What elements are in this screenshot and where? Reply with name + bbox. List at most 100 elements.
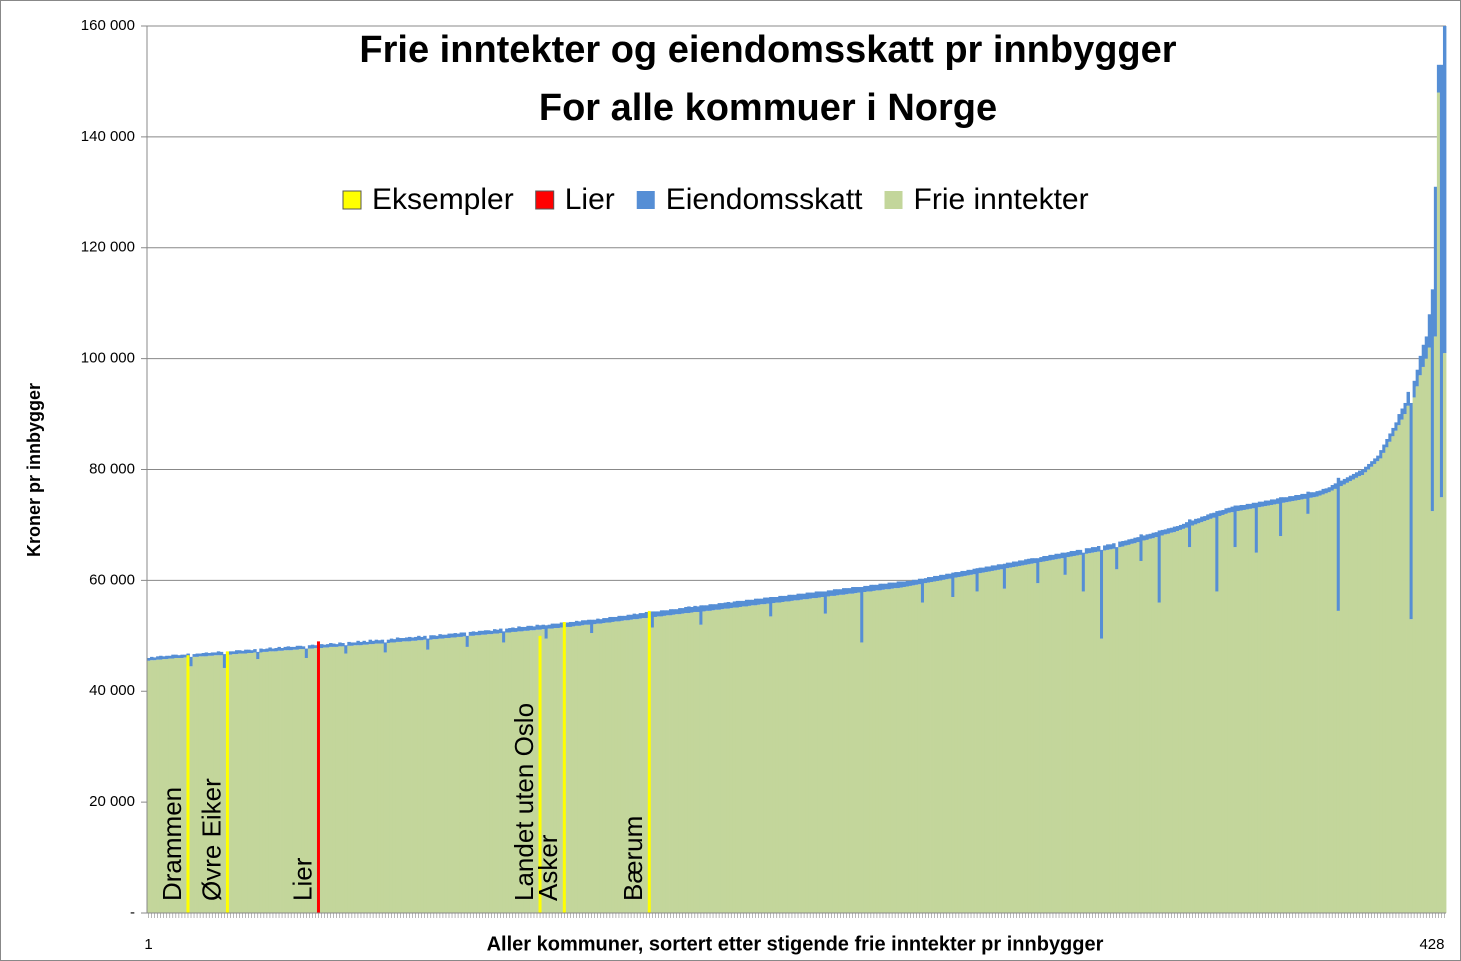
- bar-segment: [1327, 487, 1332, 493]
- bar-segment: [238, 650, 242, 654]
- bar-segment: [687, 606, 691, 614]
- bar-segment: [1063, 552, 1068, 575]
- bar-segment: [1066, 557, 1071, 913]
- bar-segment: [398, 641, 403, 913]
- bar-segment: [304, 648, 309, 658]
- bar-segment: [259, 652, 263, 913]
- bar-segment: [1248, 508, 1253, 913]
- bar-segment: [1254, 502, 1259, 553]
- bar-segment: [693, 611, 697, 913]
- bar-segment: [1051, 559, 1055, 913]
- bar-segment: [614, 616, 618, 622]
- bar-segment: [805, 599, 810, 913]
- y-tick-label: 40 000: [89, 682, 135, 699]
- bar-segment: [392, 639, 397, 643]
- bar-segment: [1333, 483, 1338, 489]
- bar-segment: [826, 596, 831, 913]
- y-tick-label: 120 000: [81, 239, 135, 256]
- bar-segment: [669, 609, 673, 616]
- bar-segment: [757, 598, 761, 605]
- bar-segment: [380, 643, 385, 913]
- bar-segment: [811, 592, 816, 599]
- bar-segment: [826, 590, 831, 597]
- bar-segment: [502, 642, 506, 913]
- bar-segment: [851, 593, 855, 913]
- bar-segment: [869, 591, 873, 913]
- bar-segment: [1367, 469, 1371, 913]
- bar-segment: [517, 631, 521, 913]
- legend-swatch: [884, 191, 903, 209]
- bar-segment: [662, 615, 667, 913]
- bar-segment: [1318, 495, 1322, 913]
- bar-segment: [362, 640, 366, 645]
- bar-segment: [195, 653, 199, 657]
- bar-segment: [462, 636, 467, 913]
- bar-segment: [835, 595, 840, 913]
- bar-segment: [544, 638, 549, 913]
- y-tick-label: 20 000: [89, 793, 135, 810]
- bar-segment: [823, 591, 828, 614]
- bar-segment: [177, 657, 181, 913]
- bar-segment: [1300, 499, 1304, 913]
- bar-segment: [732, 607, 737, 913]
- bar-segment: [948, 573, 952, 579]
- bar-segment: [1400, 408, 1404, 420]
- bar-segment: [277, 650, 281, 913]
- bar-segment: [1057, 553, 1061, 559]
- bar-segment: [408, 636, 412, 642]
- bar-segment: [514, 631, 518, 913]
- bar-segment: [878, 590, 882, 913]
- bar-segment: [1430, 289, 1435, 512]
- bar-segment: [653, 611, 658, 617]
- bar-segment: [1109, 544, 1113, 550]
- bar-segment: [1100, 638, 1104, 913]
- bar-segment: [368, 644, 372, 913]
- bar-segment: [863, 592, 867, 913]
- bar-segment: [930, 582, 934, 913]
- bar-segment: [987, 566, 992, 572]
- bar-segment: [529, 630, 533, 913]
- bar-segment: [1142, 535, 1146, 541]
- bar-segment: [547, 624, 552, 629]
- bar-segment: [1361, 469, 1365, 476]
- bar-segment: [1351, 479, 1356, 913]
- bar-segment: [450, 633, 454, 638]
- bar-segment: [1248, 503, 1253, 509]
- bar-segment: [662, 610, 667, 616]
- bar-segment: [1300, 493, 1304, 500]
- bar-segment: [1351, 473, 1356, 480]
- bar-segment: [1075, 555, 1080, 913]
- bar-segment: [1096, 551, 1101, 913]
- bar-segment: [365, 641, 369, 645]
- bar-segment: [429, 639, 433, 913]
- bar-segment: [174, 657, 178, 913]
- bar-segment: [942, 579, 946, 913]
- bar-segment: [1018, 565, 1022, 913]
- bar-segment: [1175, 531, 1180, 913]
- bar-segment: [489, 634, 494, 913]
- bar-segment: [189, 656, 193, 667]
- bar-segment: [1269, 499, 1274, 505]
- bar-segment: [760, 598, 764, 605]
- bar-segment: [1324, 488, 1329, 494]
- bar-segment: [996, 569, 1001, 913]
- bar-segment: [511, 631, 515, 913]
- bar-segment: [499, 628, 503, 634]
- bar-segment: [1321, 488, 1325, 495]
- bar-segment: [1030, 558, 1034, 564]
- bar-segment: [1421, 344, 1426, 367]
- bar-segment: [147, 660, 151, 913]
- bar-segment: [268, 651, 272, 913]
- bar-segment: [1209, 518, 1213, 913]
- bar-segment: [845, 594, 849, 913]
- y-tick-label: 100 000: [81, 350, 135, 367]
- bar-segment: [204, 656, 209, 913]
- bar-segment: [1021, 565, 1025, 913]
- bar-segment: [717, 609, 722, 913]
- bar-segment: [1069, 556, 1074, 913]
- bar-segment: [954, 577, 958, 913]
- bar-segment: [829, 590, 834, 596]
- bar-segment: [1339, 486, 1344, 913]
- bar-segment: [790, 600, 794, 913]
- bar-segment: [802, 599, 807, 913]
